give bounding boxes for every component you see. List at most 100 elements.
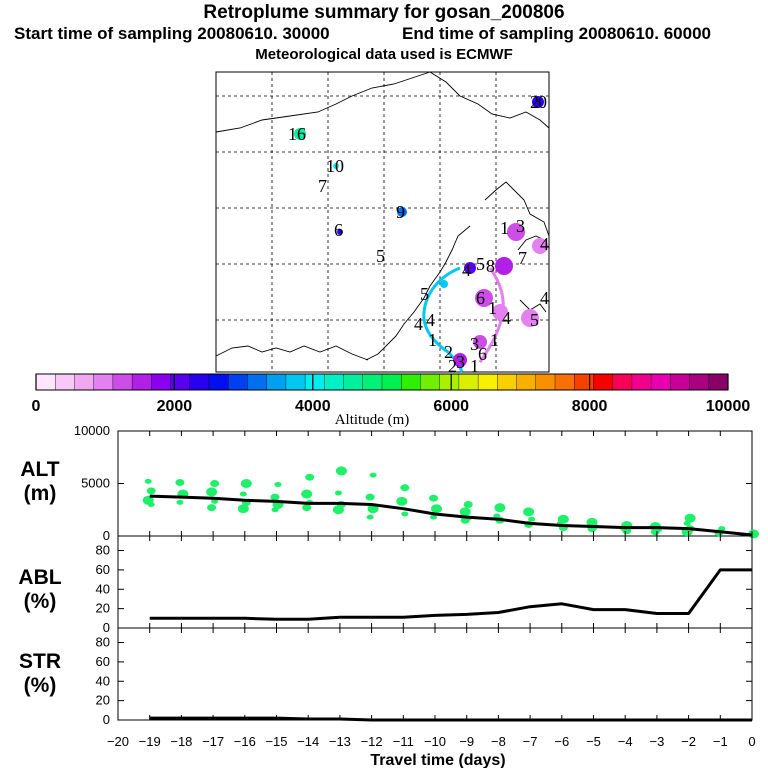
alt-scatter-point [369,472,377,478]
map-day-label: 1 [470,356,479,376]
x-tick-label: −11 [393,734,414,749]
alt-scatter-point [210,480,220,487]
start-time-label: Start time of sampling 20080610. 30000 [14,24,330,43]
alt-scatter-point [431,504,442,514]
map-day-label: 16 [288,124,306,144]
alt-panel-name: ALT [20,458,59,481]
map-day-label: 2 [530,92,539,112]
met-data-label: Meteorological data used is ECMWF [255,46,513,63]
colorbar-ticks: 0 2000 4000 6000 8000 10000 [32,374,750,415]
colorbar-cell [228,373,248,391]
abl-y-tick-label: 0 [103,620,110,635]
colorbar: 0 2000 4000 6000 8000 10000 Altitude (m) [32,373,750,428]
x-tick-label: −18 [170,734,192,749]
str-panel-name: STR [19,650,61,673]
x-tick-label: −12 [361,734,383,749]
colorbar-cell [35,373,56,391]
colorbar-cell [497,373,518,391]
x-tick-label: −14 [297,734,319,749]
map-day-label: 9 [396,202,405,222]
map-day-label: 1 [500,218,509,238]
colorbar-cell [74,373,95,391]
map-day-label: 3 [456,352,465,372]
alt-scatter-point [396,496,408,506]
abl-panel-name: ABL [18,566,61,589]
alt-scatter-point [206,487,218,497]
alt-scatter-point [175,478,185,486]
colorbar-cell [93,373,114,391]
map-marker [333,163,339,169]
colorbar-cell [324,373,345,391]
map-day-label: 1 [490,330,499,350]
colorbar-cell [170,373,191,391]
alt-scatter-point [684,513,696,523]
map-marker [532,238,548,254]
colorbar-cell [689,373,710,391]
colorbar-cell [670,373,691,391]
x-tick-label: 0 [748,734,755,749]
map-coastlines [215,71,550,361]
map-marker [294,128,306,140]
alt-scatter-point [240,479,252,488]
alt-scatter-point [239,491,247,497]
colorbar-cell [266,373,287,391]
x-tick-label: −4 [618,734,633,749]
alt-scatter-point [334,490,342,496]
map-marker [440,280,448,288]
colorbar-tick-label: 2000 [157,398,193,415]
map-marker [337,229,343,235]
map-day-label: 6 [476,288,485,308]
map-frame [215,71,550,373]
abl-panel-unit: (%) [24,590,57,613]
alt-scatter-point [301,489,313,499]
map-marker [521,309,539,327]
map-markers [294,96,548,367]
map-day-label: 4 [502,308,511,328]
colorbar-tick-label: 0 [32,398,41,415]
x-tick-label: −6 [554,734,569,749]
alt-scatter-point [237,504,249,514]
map-day-label: 4 [540,234,549,254]
alt-scatter-point [211,498,219,504]
colorbar-tick-label: 8000 [572,398,608,415]
map-day-label: 6 [478,344,487,364]
map-day-label: 4 [540,288,549,308]
alt-scatter-point [365,493,375,501]
axis-ticks: −20 −19 −18 −17 −16 −15 −14 −13 −12 −11 −10 −9 −8 −7−… [74,423,756,749]
colorbar-cell [343,373,364,391]
colorbar-tick-label: 6000 [433,398,469,415]
colorbar-cell [631,373,652,391]
x-tick-label: −16 [234,734,256,749]
colorbar-cell [247,373,268,391]
x-tick-label: −5 [586,734,601,749]
alt-scatter-point [463,501,473,508]
colorbar-cell [362,373,383,391]
map-marker [492,304,508,320]
map-day-label: 4 [462,260,471,280]
abl-y-tick-label: 40 [96,581,110,596]
alt-scatter-point [429,494,438,502]
alt-scatter-point [144,478,152,484]
map-day-label: 3 [470,334,479,354]
colorbar-cell [516,373,537,391]
map-marker [495,257,513,275]
colorbar-cell [420,373,441,391]
map-gridlines [216,72,549,372]
map-day-label: 8 [486,256,495,276]
map-marker [473,335,487,349]
x-tick-label: −10 [424,734,446,749]
map-marker [475,289,493,307]
colorbar-cell [458,373,479,391]
map-marker [464,262,476,274]
alt-scatter-point [683,520,691,526]
colorbar-cell [55,373,75,391]
map-day-label: 0 [538,92,547,112]
alt-scatter-point [650,528,660,536]
x-tick-label: −19 [139,734,161,749]
map-day-label: 1 [428,330,437,350]
alt-scatter-point [302,504,312,512]
map-marker [532,96,544,108]
alt-scatter-point [494,503,506,513]
